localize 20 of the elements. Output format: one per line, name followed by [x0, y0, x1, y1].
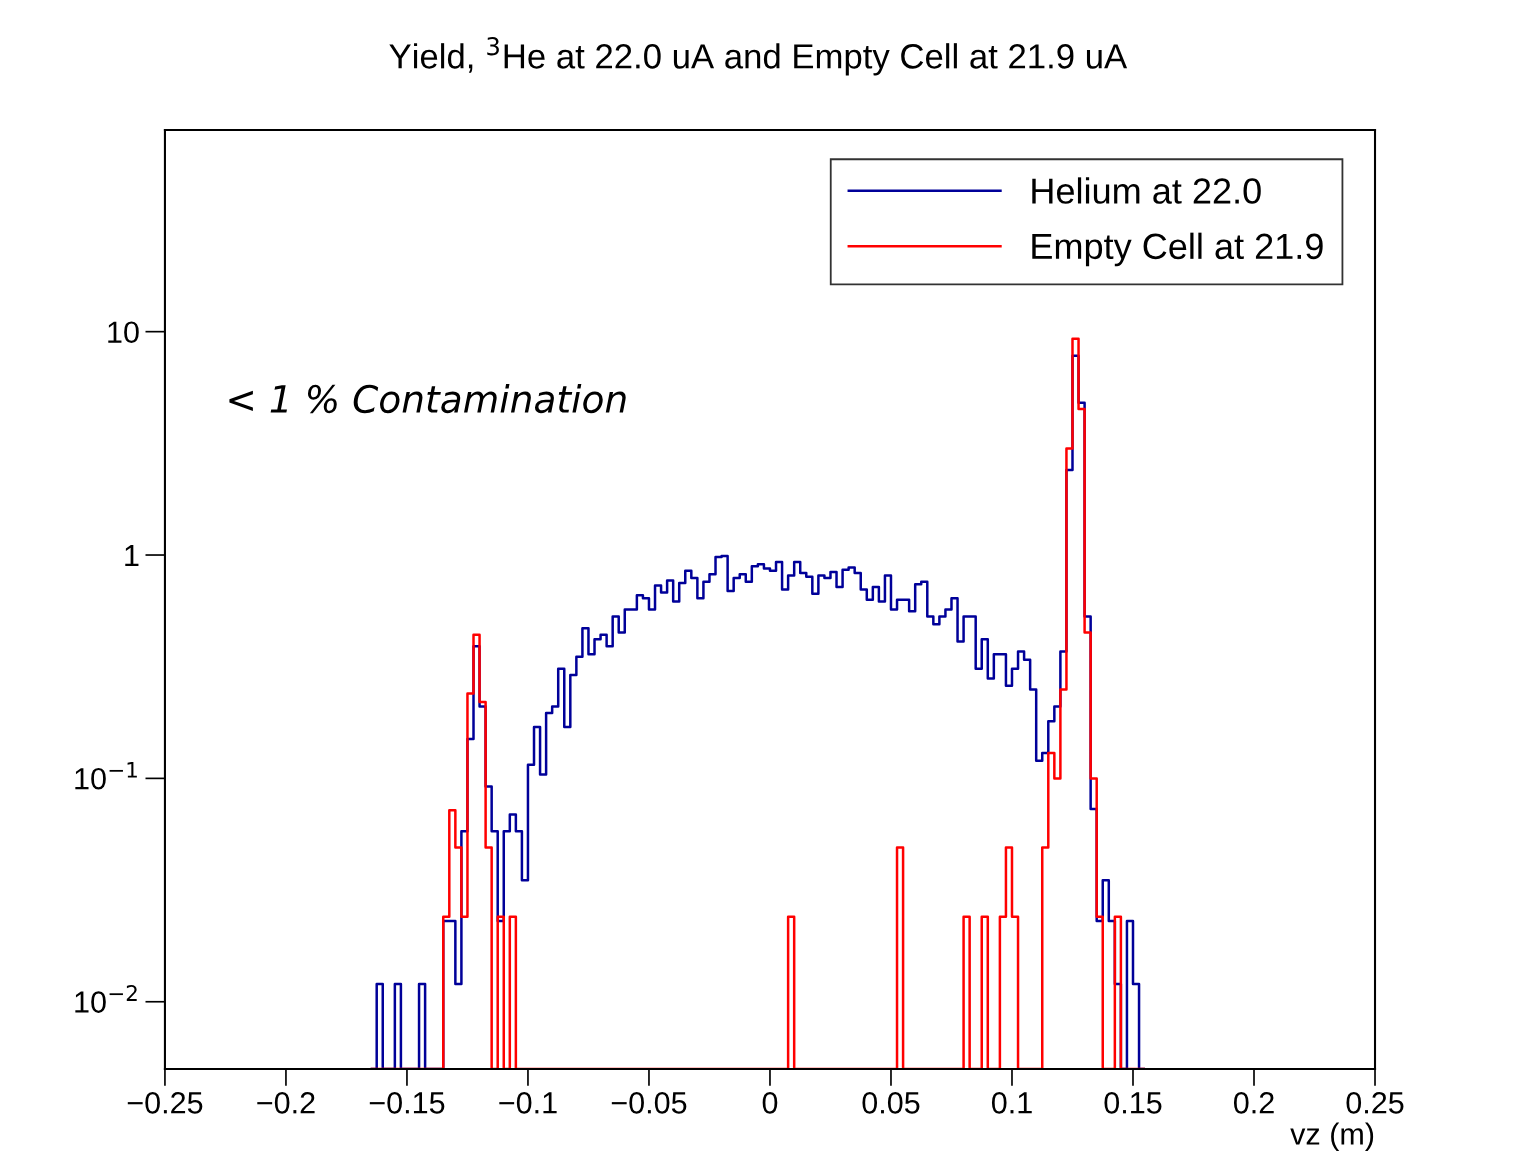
x-tick-label: −0.05	[611, 1092, 687, 1114]
x-tick-label: 0.15	[1104, 1092, 1162, 1114]
chart-title: Yield, $^{3}$He at 22.0 uA and Empty Cell at 21.9 uA	[389, 37, 1128, 76]
x-tick-label: −0.15	[369, 1092, 445, 1114]
x-tick-label: −0.1	[499, 1092, 557, 1114]
annotation: < 1 % Contamination	[229, 384, 626, 414]
x-tick-label: 0.05	[862, 1092, 920, 1114]
y-tick-label: 1	[125, 545, 139, 567]
y-tick-label: 10$^{−1}$	[75, 761, 137, 790]
y-tick-label: 10$^{−2}$	[75, 985, 137, 1013]
x-tick-label: −0.2	[257, 1092, 315, 1114]
y-tick-label: 10	[108, 321, 139, 344]
x-axis-title: vz (m)	[1290, 1122, 1374, 1151]
legend-label: Helium at 22.0	[1032, 177, 1261, 204]
x-tick-label: 0.2	[1233, 1092, 1274, 1114]
x-tick-label: 0.25	[1346, 1092, 1404, 1114]
x-tick-label: 0	[762, 1092, 778, 1114]
legend-label: Empty Cell at 21.9	[1032, 232, 1323, 267]
x-tick-label: −0.25	[127, 1092, 203, 1114]
x-tick-label: 0.1	[991, 1092, 1032, 1114]
